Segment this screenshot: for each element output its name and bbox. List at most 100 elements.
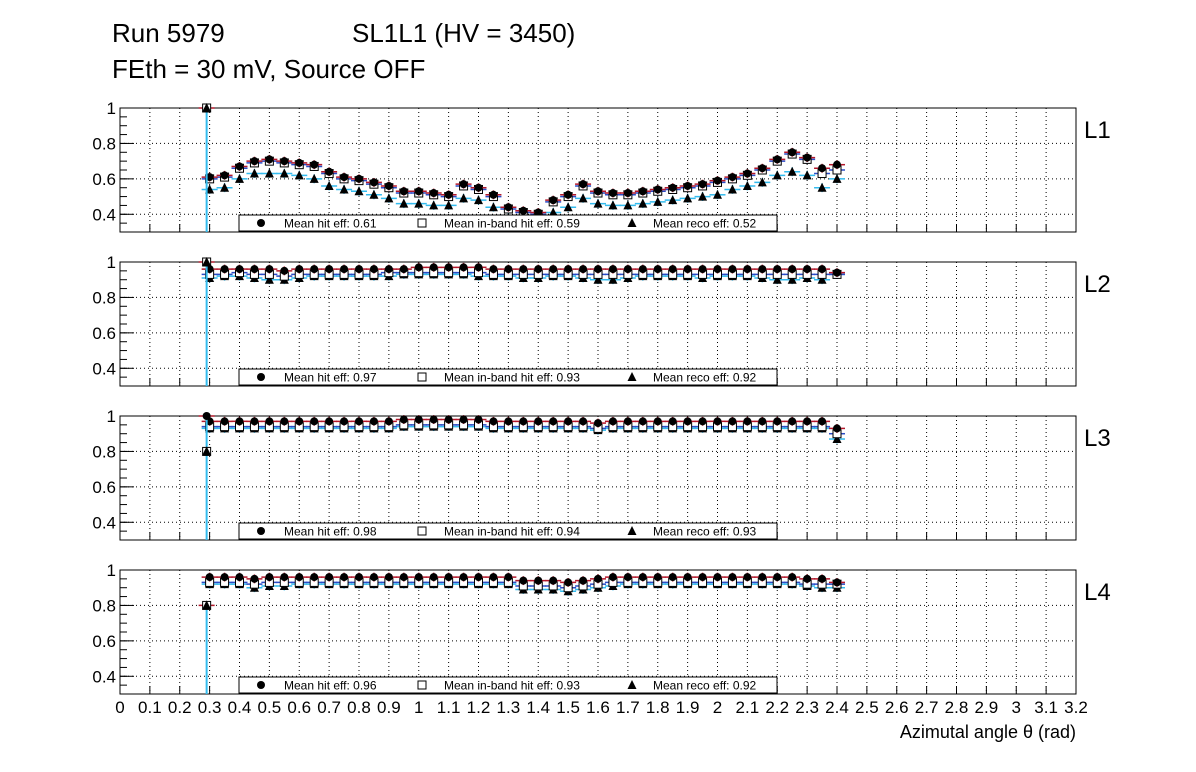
hit-point [325,167,334,176]
reco-point [444,200,454,210]
reco-point [802,170,812,180]
hit-point [519,417,528,426]
reco-point [578,193,588,203]
reco-point [713,189,722,199]
hit-point [743,169,752,178]
hit-point [608,189,617,198]
y-tick-label: 0.4 [92,205,116,224]
legend-reco-label: Mean reco eff: 0.93 [653,525,757,539]
hit-point [773,417,782,426]
hit-point [653,185,662,194]
hit-point [653,417,662,426]
hit-point [504,203,513,212]
hit-point [414,263,423,272]
reco-point [354,186,364,196]
hit-point [504,417,513,426]
panel-tag: L2 [1084,271,1111,298]
legend-hit-marker [257,681,265,689]
hit-point [355,174,363,183]
hit-point [414,415,423,424]
hit-point [340,417,349,426]
hit-point [698,573,707,582]
hit-point [713,417,722,426]
settings-label: FEth = 30 mV, Source OFF [112,54,425,84]
hit-point [489,573,498,582]
reco-point [727,184,737,194]
hit-point [399,415,408,424]
x-tick-label: 2.4 [825,698,849,717]
hit-point [758,417,767,426]
reco-point [608,274,618,284]
hit-point [683,181,692,190]
hit-point [444,415,453,424]
hit-point [459,263,468,272]
hit-point [429,415,438,424]
hit-point [414,573,423,582]
reco-point [220,182,230,192]
hit-point [623,189,632,198]
panel-tag: L1 [1084,117,1111,144]
reco-point [563,202,573,212]
reco-point [593,274,603,284]
hit-point [668,265,677,274]
legend-hit-label: Mean hit eff: 0.98 [284,525,377,539]
hit-point [310,160,319,169]
hit-point [623,573,632,582]
x-tick-label: 0.4 [228,698,252,717]
hit-point [474,183,483,192]
x-tick-label: 0.5 [258,698,282,717]
hit-point [564,417,573,426]
x-tick-label: 0.7 [317,698,341,717]
hit-point [250,417,259,426]
hit-point [758,164,767,173]
hit-point [683,265,692,274]
reco-point [742,180,752,190]
x-tick-label: 3 [1012,698,1021,717]
x-tick-label: 1.4 [526,698,550,717]
outlier-reco-point [202,600,212,610]
hit-point [250,265,259,274]
hit-point [713,176,722,185]
hit-point [325,573,334,582]
hit-point [280,266,289,275]
hit-point [788,573,797,582]
reco-point [593,198,603,208]
panel-L3: 0.4 0.6 0.8 1 L3 Mean hit eff: 0.98 Mean in-ba… [92,407,1111,541]
legend-reco-label: Mean reco eff: 0.52 [653,217,757,231]
x-tick-label: 2.2 [765,698,789,717]
hit-point [369,573,378,582]
hit-point [594,187,602,196]
hit-point [833,268,841,277]
x-tick-label: 2.8 [945,698,969,717]
reco-point [698,191,708,201]
y-tick-label: 0.6 [92,324,116,343]
hit-point [788,265,797,274]
run-label: Run 5979 [112,18,225,48]
x-tick-label: 1.9 [676,698,700,717]
hit-point [340,265,349,274]
hit-point [474,573,483,582]
reco-point [309,173,319,183]
x-tick-label: 2 [713,698,722,717]
hit-point [833,160,841,169]
legend-hit-marker [257,527,265,535]
legend-hit-label: Mean hit eff: 0.61 [284,217,377,231]
x-tick-label: 1.8 [646,698,670,717]
hit-point [474,263,483,272]
outlier-hit-point [202,412,211,420]
x-tick-label: 0.2 [168,698,192,717]
x-tick-label: 1.3 [497,698,521,717]
y-tick-label: 1 [107,407,116,426]
hit-point [369,178,378,187]
hit-point [728,573,737,582]
legend-box [238,676,778,694]
x-tick-label: 2.1 [736,698,760,717]
hit-point [519,265,528,274]
reco-point [683,193,693,203]
reco-point [264,168,274,178]
hit-point [638,417,647,426]
hit-point [608,573,617,582]
hit-point [295,265,304,274]
hit-point [579,180,588,189]
hit-point [668,183,677,192]
